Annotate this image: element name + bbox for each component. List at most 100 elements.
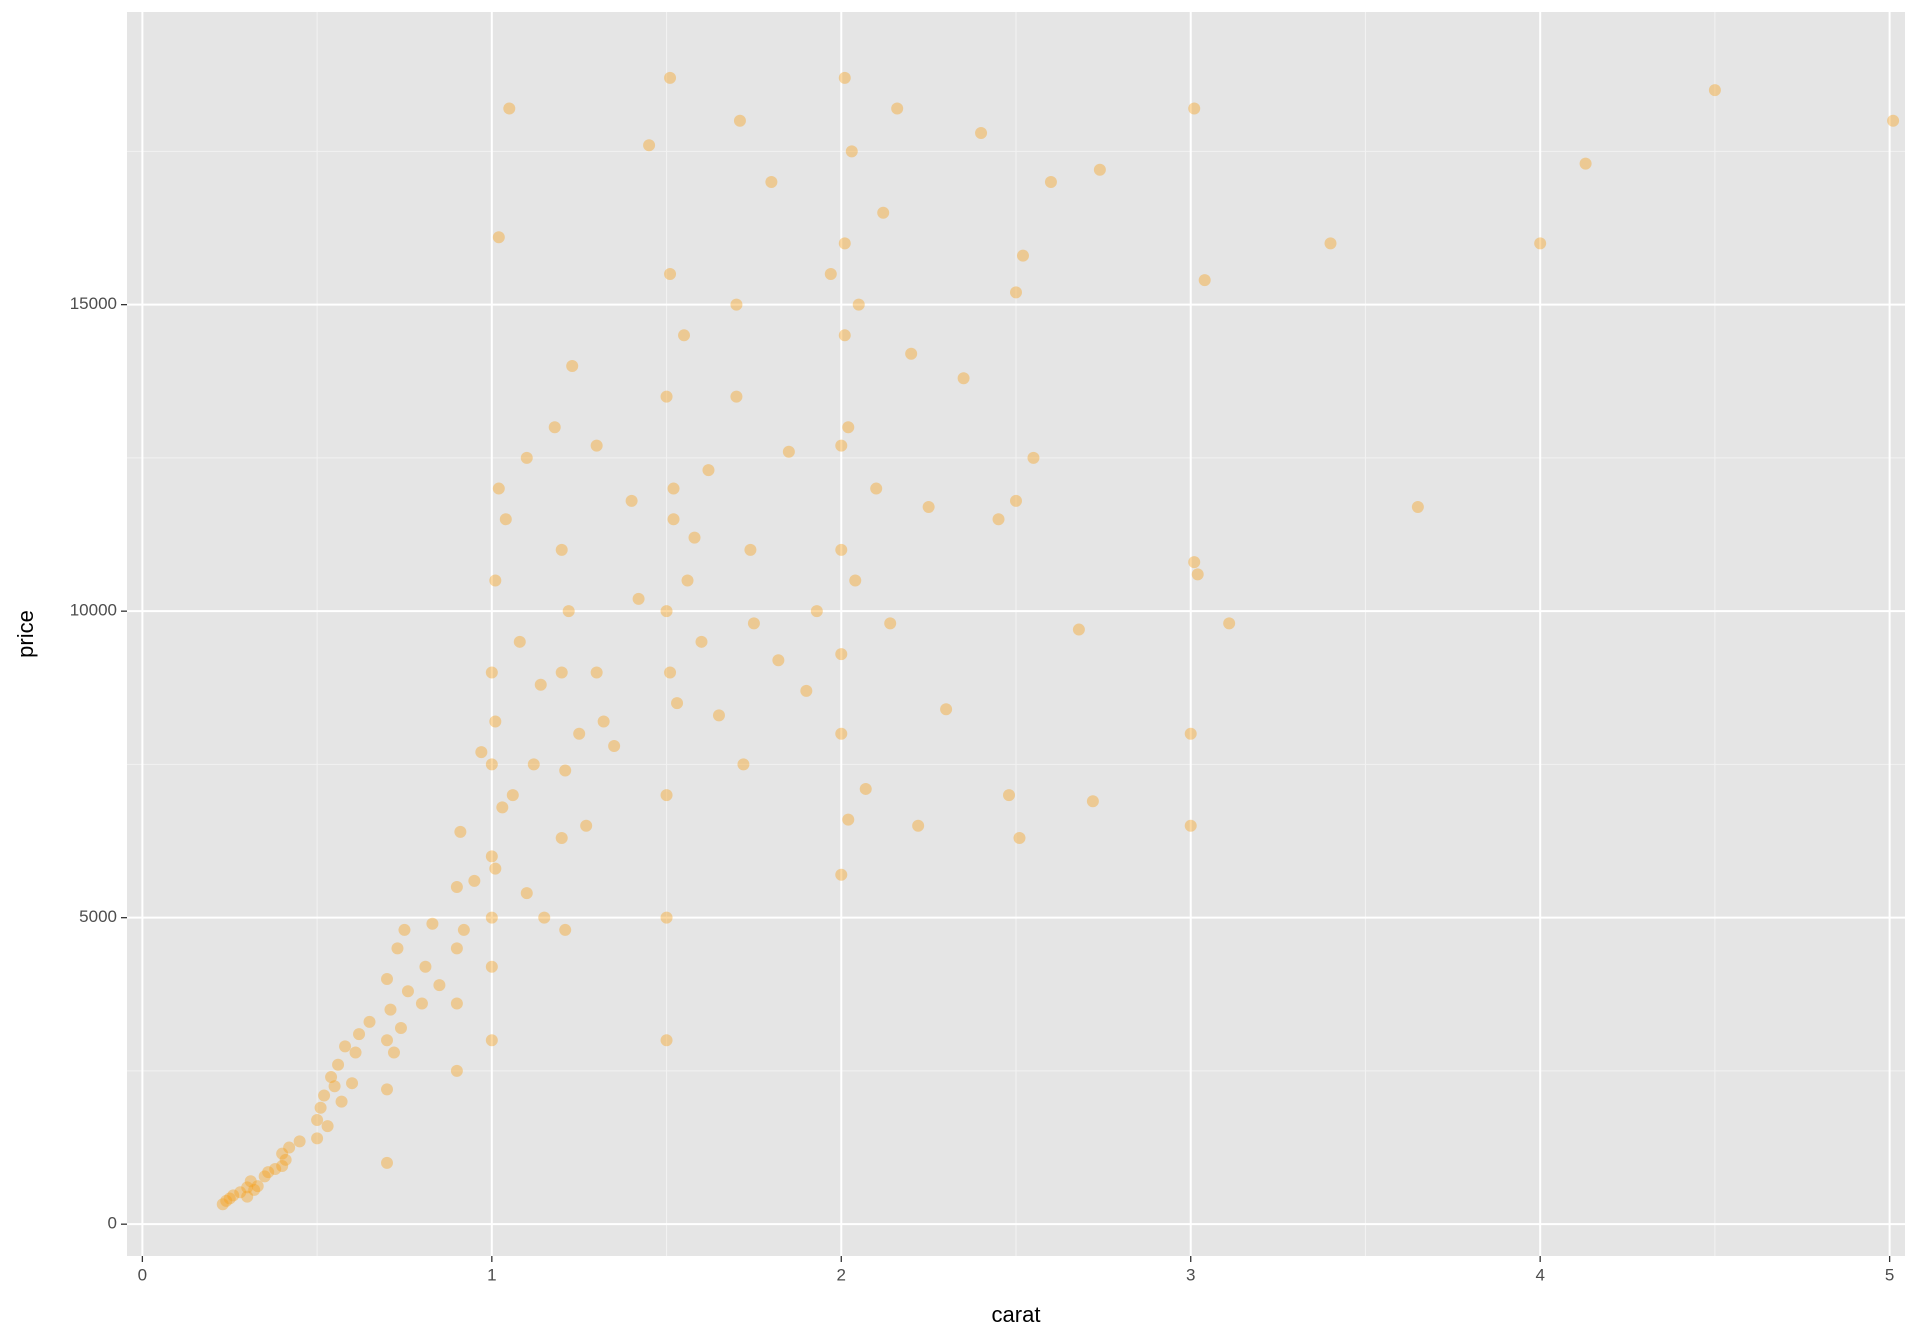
x-tick-label: 3: [1186, 1265, 1195, 1284]
point: [912, 819, 925, 832]
point: [664, 268, 677, 281]
point: [1093, 163, 1106, 176]
point: [283, 1141, 296, 1154]
point: [276, 1159, 289, 1172]
point: [485, 960, 498, 973]
point: [321, 1120, 334, 1133]
point: [1072, 623, 1085, 636]
point: [489, 715, 502, 728]
point: [671, 697, 684, 710]
point: [744, 543, 757, 556]
point: [485, 666, 498, 679]
point: [838, 71, 851, 84]
point: [384, 1003, 397, 1016]
point: [660, 1034, 673, 1047]
x-axis-title: carat: [992, 1302, 1041, 1327]
point: [335, 1095, 348, 1108]
point: [590, 666, 603, 679]
point: [747, 617, 760, 630]
point: [681, 574, 694, 587]
point: [664, 71, 677, 84]
point: [380, 1083, 393, 1096]
point: [426, 917, 439, 930]
point: [454, 825, 467, 838]
point: [339, 1040, 352, 1053]
point: [391, 942, 404, 955]
point: [293, 1135, 306, 1148]
point: [782, 445, 795, 458]
point: [1579, 157, 1592, 170]
point: [457, 923, 470, 936]
point: [849, 574, 862, 587]
point: [269, 1163, 282, 1176]
point: [940, 703, 953, 716]
point: [737, 758, 750, 771]
point: [842, 813, 855, 826]
point: [346, 1077, 359, 1090]
point: [506, 789, 519, 802]
point: [891, 102, 904, 115]
point: [241, 1181, 254, 1194]
point: [227, 1189, 240, 1202]
point: [845, 145, 858, 158]
point: [765, 176, 778, 189]
point: [332, 1058, 345, 1071]
point: [730, 390, 743, 403]
point: [1044, 176, 1057, 189]
point: [401, 985, 414, 998]
point: [244, 1175, 257, 1188]
point: [664, 666, 677, 679]
point: [562, 605, 575, 618]
point: [695, 635, 708, 648]
point: [660, 789, 673, 802]
point: [485, 911, 498, 924]
point: [870, 482, 883, 495]
point: [262, 1166, 275, 1179]
point: [702, 464, 715, 477]
point: [489, 574, 502, 587]
point: [279, 1153, 292, 1166]
point: [573, 727, 586, 740]
point: [852, 298, 865, 311]
y-tick-label: 0: [108, 1214, 117, 1233]
point: [800, 684, 813, 697]
point: [580, 819, 593, 832]
point: [534, 678, 547, 691]
point: [311, 1113, 324, 1126]
point: [1534, 237, 1547, 250]
point: [688, 531, 701, 544]
point: [643, 139, 656, 152]
point: [733, 114, 746, 127]
point: [1223, 617, 1236, 630]
point: [667, 482, 680, 495]
point: [216, 1198, 229, 1211]
point: [499, 513, 512, 526]
point: [485, 758, 498, 771]
point: [1324, 237, 1337, 250]
point: [450, 881, 463, 894]
point: [380, 972, 393, 985]
point: [1191, 568, 1204, 581]
point: [559, 764, 572, 777]
y-tick-label: 15000: [70, 294, 117, 313]
point: [380, 1034, 393, 1047]
point: [475, 746, 488, 759]
point: [251, 1180, 264, 1193]
point: [433, 979, 446, 992]
y-tick-label: 5000: [79, 907, 117, 926]
point: [314, 1101, 327, 1114]
point: [450, 997, 463, 1010]
point: [548, 421, 561, 434]
point: [1027, 451, 1040, 464]
point: [772, 654, 785, 667]
point: [503, 102, 516, 115]
point: [835, 439, 848, 452]
x-tick-label: 2: [837, 1265, 846, 1284]
point: [318, 1089, 331, 1102]
point: [520, 887, 533, 900]
point: [835, 868, 848, 881]
point: [1016, 249, 1029, 262]
point: [559, 923, 572, 936]
point: [632, 592, 645, 605]
